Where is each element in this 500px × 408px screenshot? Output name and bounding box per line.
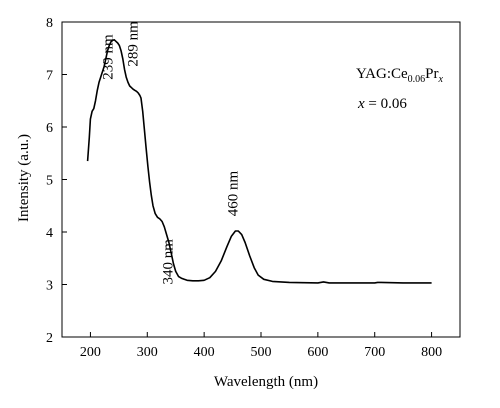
peak-label-1: 289 nm <box>126 21 142 67</box>
y-tick-label-5: 5 <box>46 174 53 189</box>
x-tick-label-300: 300 <box>137 345 158 360</box>
x-tick-label-500: 500 <box>251 345 272 360</box>
y-tick-label-6: 6 <box>46 121 53 136</box>
intensity-series-line <box>86 39 432 284</box>
y-tick-label-4: 4 <box>46 226 53 241</box>
y-axis-label: Intensity (a.u.) <box>16 134 32 222</box>
y-tick-label-8: 8 <box>46 16 53 31</box>
sample-formula-label: YAG:Ce0.06Prx <box>356 66 444 85</box>
formula-pr: Pr <box>425 66 438 82</box>
y-tick-label-3: 3 <box>46 279 53 294</box>
formula-main: YAG:Ce <box>356 66 408 82</box>
axis-ticks <box>62 21 433 338</box>
x-axis-label: Wavelength (nm) <box>214 374 318 390</box>
x-value-label: x = 0.06 <box>357 96 407 112</box>
y-tick-label-2: 2 <box>46 331 53 346</box>
y-tick-label-7: 7 <box>46 69 53 84</box>
x-tick-label-700: 700 <box>364 345 385 360</box>
peak-label-0: 239 nm <box>101 34 117 80</box>
formula-sub-pr: x <box>438 74 444 85</box>
x-tick-label-800: 800 <box>421 345 442 360</box>
peak-label-2: 340 nm <box>160 239 176 285</box>
x-variable: x <box>357 96 365 112</box>
tick-labels: 200 300 400 500 600 700 800 2 3 4 5 6 7 8 <box>46 16 442 360</box>
peak-label-3: 460 nm <box>226 171 242 217</box>
x-tick-label-600: 600 <box>307 345 328 360</box>
peak-annotations: 239 nm 289 nm 340 nm 460 nm <box>101 21 242 285</box>
x-tick-label-400: 400 <box>194 345 215 360</box>
x-tick-label-200: 200 <box>80 345 101 360</box>
x-value: = 0.06 <box>365 96 408 112</box>
formula-sub-ce: 0.06 <box>408 74 426 85</box>
